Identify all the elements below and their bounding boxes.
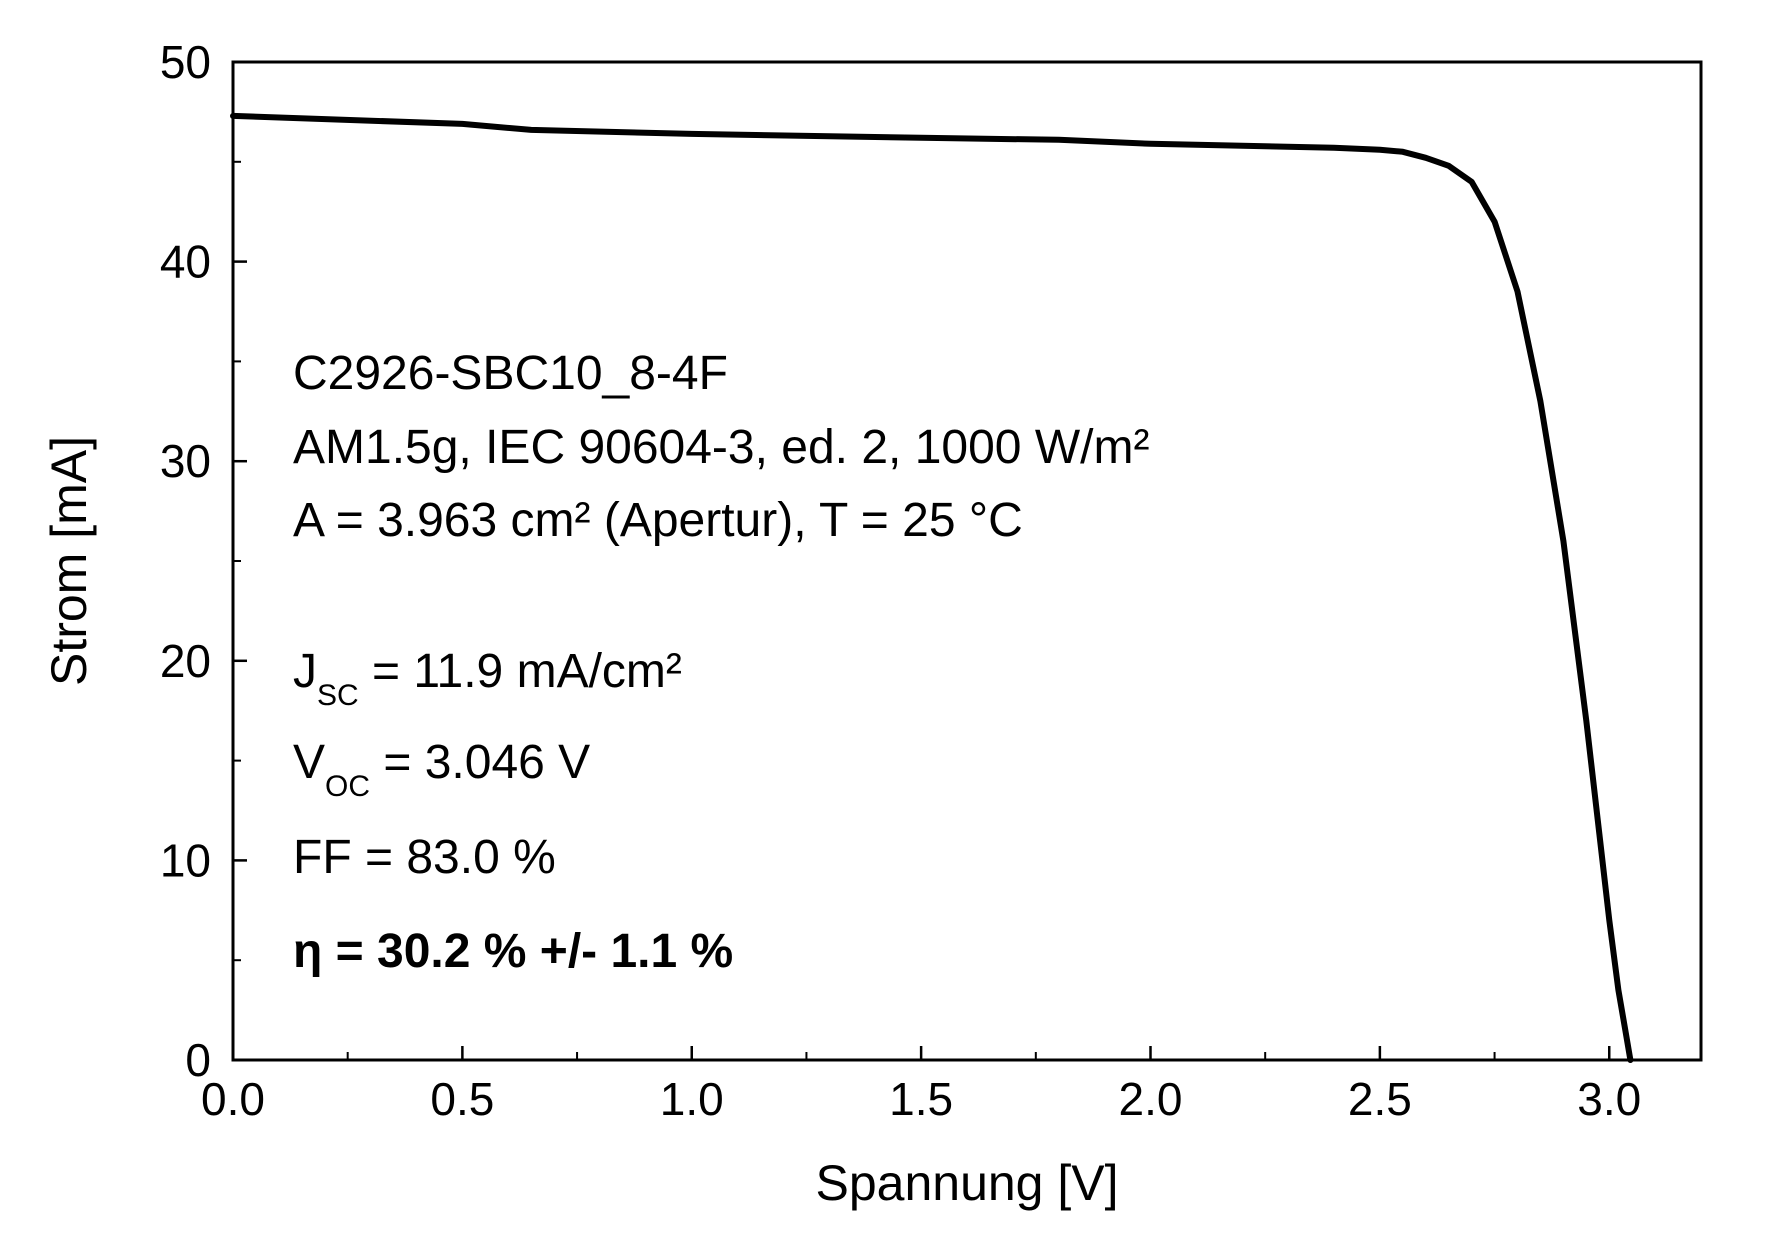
annotation-block: C2926-SBC10_8-4F AM1.5g, IEC 90604-3, ed…: [293, 347, 1149, 978]
jsc-symbol: J: [293, 645, 317, 698]
jsc-subscript: SC: [317, 679, 359, 712]
y-axis-ticks: 0 10 20 30 40 50: [160, 36, 247, 1086]
voc-symbol: V: [293, 736, 325, 789]
annotation-jsc: JSC = 11.9 mA/cm²: [293, 645, 682, 712]
x-axis-ticks: 0.0 0.5 1.0 1.5 2.0 2.5 3.0: [201, 1046, 1641, 1125]
x-tick-label: 3.0: [1577, 1073, 1641, 1125]
y-tick-label: 50: [160, 36, 211, 88]
x-tick-label: 1.5: [889, 1073, 953, 1125]
voc-value: = 3.046 V: [370, 736, 590, 789]
y-tick-label: 0: [185, 1034, 211, 1086]
y-tick-label: 40: [160, 236, 211, 288]
y-axis-title: Strom [mA]: [41, 436, 97, 686]
x-tick-label: 1.0: [660, 1073, 724, 1125]
x-tick-label: 2.0: [1119, 1073, 1183, 1125]
plot-area-frame: [231, 60, 1703, 1062]
x-tick-label: 0.5: [430, 1073, 494, 1125]
jsc-value: = 11.9 mA/cm²: [359, 645, 682, 698]
x-tick-label: 0.0: [201, 1073, 265, 1125]
voc-subscript: OC: [325, 770, 370, 803]
y-tick-label: 30: [160, 435, 211, 487]
y-tick-label: 20: [160, 635, 211, 687]
annotation-voc: VOC = 3.046 V: [293, 736, 590, 803]
y-tick-label: 10: [160, 834, 211, 886]
iv-curve-line: [230, 112, 1634, 1063]
x-tick-label: 2.5: [1348, 1073, 1412, 1125]
annotation-fill-factor: FF = 83.0 %: [293, 831, 556, 884]
annotation-efficiency: η = 30.2 % +/- 1.1 %: [293, 925, 733, 978]
annotation-area: A = 3.963 cm² (Apertur), T = 25 °C: [293, 494, 1023, 547]
x-axis-title: Spannung [V]: [815, 1155, 1118, 1211]
annotation-sample-id: C2926-SBC10_8-4F: [293, 347, 728, 400]
annotation-conditions: AM1.5g, IEC 90604-3, ed. 2, 1000 W/m²: [293, 421, 1149, 474]
